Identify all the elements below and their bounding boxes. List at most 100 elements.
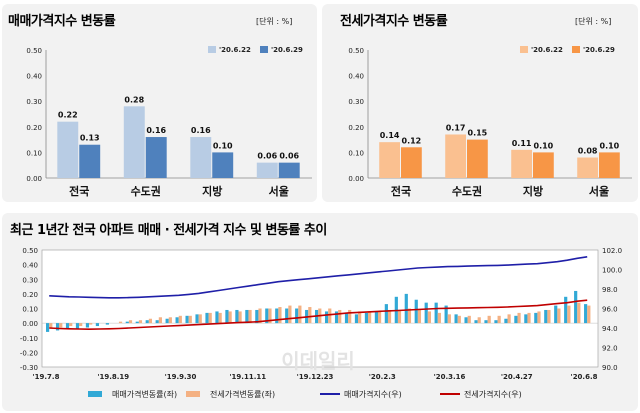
trend-left-tick-label: 0.30	[22, 276, 38, 284]
trend-sale-change-bar	[534, 312, 538, 324]
trend-jeonse-change-bar	[417, 309, 422, 324]
sale-bar	[256, 162, 278, 178]
trend-jeonse-change-bar	[457, 315, 461, 324]
trend-left-tick-label: -0.10	[20, 335, 38, 343]
trend-jeonse-change-bar	[348, 309, 352, 324]
trend-jeonse-change-bar	[288, 305, 292, 324]
trend-jeonse-change-bar	[308, 307, 312, 324]
trend-jeonse-change-bar	[188, 315, 192, 324]
jeonse-category-label: 전국	[391, 184, 411, 198]
trend-jeonse-change-bar	[128, 320, 133, 324]
jeonse-bar	[445, 134, 466, 178]
trend-jeonse-change-bar	[168, 317, 172, 324]
sale-ytick-label: 0.40	[26, 73, 42, 81]
jeonse-data-label: 0.10	[600, 141, 620, 150]
jeonse-data-label: 0.08	[578, 147, 598, 156]
jeonse-bar	[511, 149, 532, 178]
trend-sale-change-bar	[494, 320, 498, 324]
sale-bar	[190, 137, 212, 178]
trend-jeonse-change-bar	[59, 323, 63, 328]
trend-jeonse-change-bar	[377, 311, 382, 324]
trend-sale-change-bar	[95, 323, 100, 327]
sale-data-label: 0.28	[124, 95, 144, 104]
trend-sale-change-bar	[334, 311, 339, 324]
trend-sale-change-bar	[574, 290, 578, 324]
sale-data-label: 0.16	[146, 126, 166, 135]
trend-jeonse-change-bar	[427, 311, 431, 324]
trend-jeonse-change-bar	[407, 308, 412, 324]
trend-legend-label: 전세가격지수(우)	[464, 389, 522, 399]
trend-jeonse-change-bar	[198, 314, 202, 324]
sale-category-label: 서울	[269, 184, 289, 198]
trend-left-tick-label: 0.50	[22, 247, 38, 255]
sale-ytick-label: 0.20	[26, 124, 42, 132]
trend-jeonse-change-bar	[487, 315, 491, 324]
jeonse-legend-label: '20.6.22	[531, 46, 563, 54]
jeonse-legend-swatch	[520, 46, 528, 53]
trend-sale-change-bar	[484, 320, 488, 324]
jeonse-bar	[467, 139, 488, 178]
trend-jeonse-change-bar	[208, 312, 212, 324]
trend-sale-change-bar	[265, 308, 269, 324]
jeonse-bar	[599, 152, 620, 178]
trend-jeonse-change-bar	[118, 321, 123, 324]
jeonse-ytick-label: 0.50	[348, 47, 364, 55]
trend-jeonse-change-bar	[447, 314, 451, 324]
trend-legend-label: 매매가격지수(우)	[344, 389, 402, 399]
trend-x-tick-label: '20.3.16	[434, 373, 466, 381]
sale-change-title: 매매가격지수 변동률	[8, 14, 116, 29]
trend-jeonse-change-bar	[467, 315, 471, 324]
sale-data-label: 0.06	[257, 152, 277, 161]
sale-ytick-label: 0.10	[26, 149, 42, 157]
sale-bar	[79, 144, 101, 178]
trend-jeonse-change-bar	[368, 311, 372, 324]
trend-jeonse-change-bar	[557, 308, 561, 324]
trend-sale-change-bar	[295, 308, 299, 324]
trend-sale-change-bar	[564, 296, 568, 324]
sale-data-label: 0.13	[80, 134, 100, 143]
trend-sale-change-bar	[474, 320, 478, 324]
jeonse-ytick-label: 0.00	[348, 175, 364, 183]
trend-sale-change-bar	[245, 309, 249, 324]
trend-jeonse-change-bar	[527, 312, 531, 324]
trend-sale-change-bar	[135, 321, 139, 324]
trend-jeonse-change-bar	[148, 318, 153, 324]
jeonse-ytick-label: 0.20	[348, 124, 364, 132]
jeonse-ytick-label: 0.10	[348, 149, 364, 157]
jeonse-data-label: 0.11	[512, 139, 532, 148]
trend-jeonse-change-bar	[49, 323, 53, 328]
jeonse-bar	[379, 142, 400, 178]
trend-sale-change-bar	[384, 304, 388, 324]
trend-title: 최근 1년간 전국 아파트 매매 · 전세가격 지수 및 변동률 추이	[10, 223, 327, 238]
trend-jeonse-change-bar	[387, 309, 392, 324]
trend-sale-change-bar	[195, 314, 199, 324]
trend-sale-change-bar	[55, 323, 60, 331]
trend-x-tick-label: '19.11.11	[229, 373, 266, 381]
sale-category-label: 수도권	[131, 185, 161, 198]
trend-jeonse-change-bar	[218, 312, 222, 324]
trend-x-tick-label: '19.8.19	[97, 373, 129, 381]
trend-jeonse-change-bar	[178, 315, 182, 324]
trend-sale-change-bar	[354, 314, 359, 324]
trend-jeonse-change-bar	[338, 309, 342, 324]
trend-sale-change-bar	[324, 311, 329, 324]
trend-jeonse-index-line	[49, 299, 588, 331]
jeonse-ytick-label: 0.30	[348, 98, 364, 106]
trend-jeonse-change-bar	[89, 323, 93, 325]
sale-bar	[145, 137, 167, 178]
jeonse-category-label: 서울	[589, 184, 609, 198]
jeonse-change-title: 전세가격지수 변동률	[340, 14, 448, 29]
trend-jeonse-change-bar	[69, 323, 73, 327]
trend-sale-change-bar	[175, 317, 179, 324]
trend-x-tick-label: '19.12.23	[297, 373, 334, 381]
sale-legend-swatch	[208, 46, 216, 53]
trend-sale-change-bar	[165, 318, 169, 324]
trend-left-tick-label: -0.30	[20, 364, 38, 372]
trend-sale-change-bar	[275, 308, 279, 324]
trend-jeonse-change-bar	[328, 308, 332, 324]
trend-sale-change-bar	[75, 323, 80, 329]
trend-jeonse-change-bar	[397, 309, 402, 324]
jeonse-category-label: 수도권	[452, 185, 482, 198]
trend-left-tick-label: -0.20	[20, 349, 38, 357]
